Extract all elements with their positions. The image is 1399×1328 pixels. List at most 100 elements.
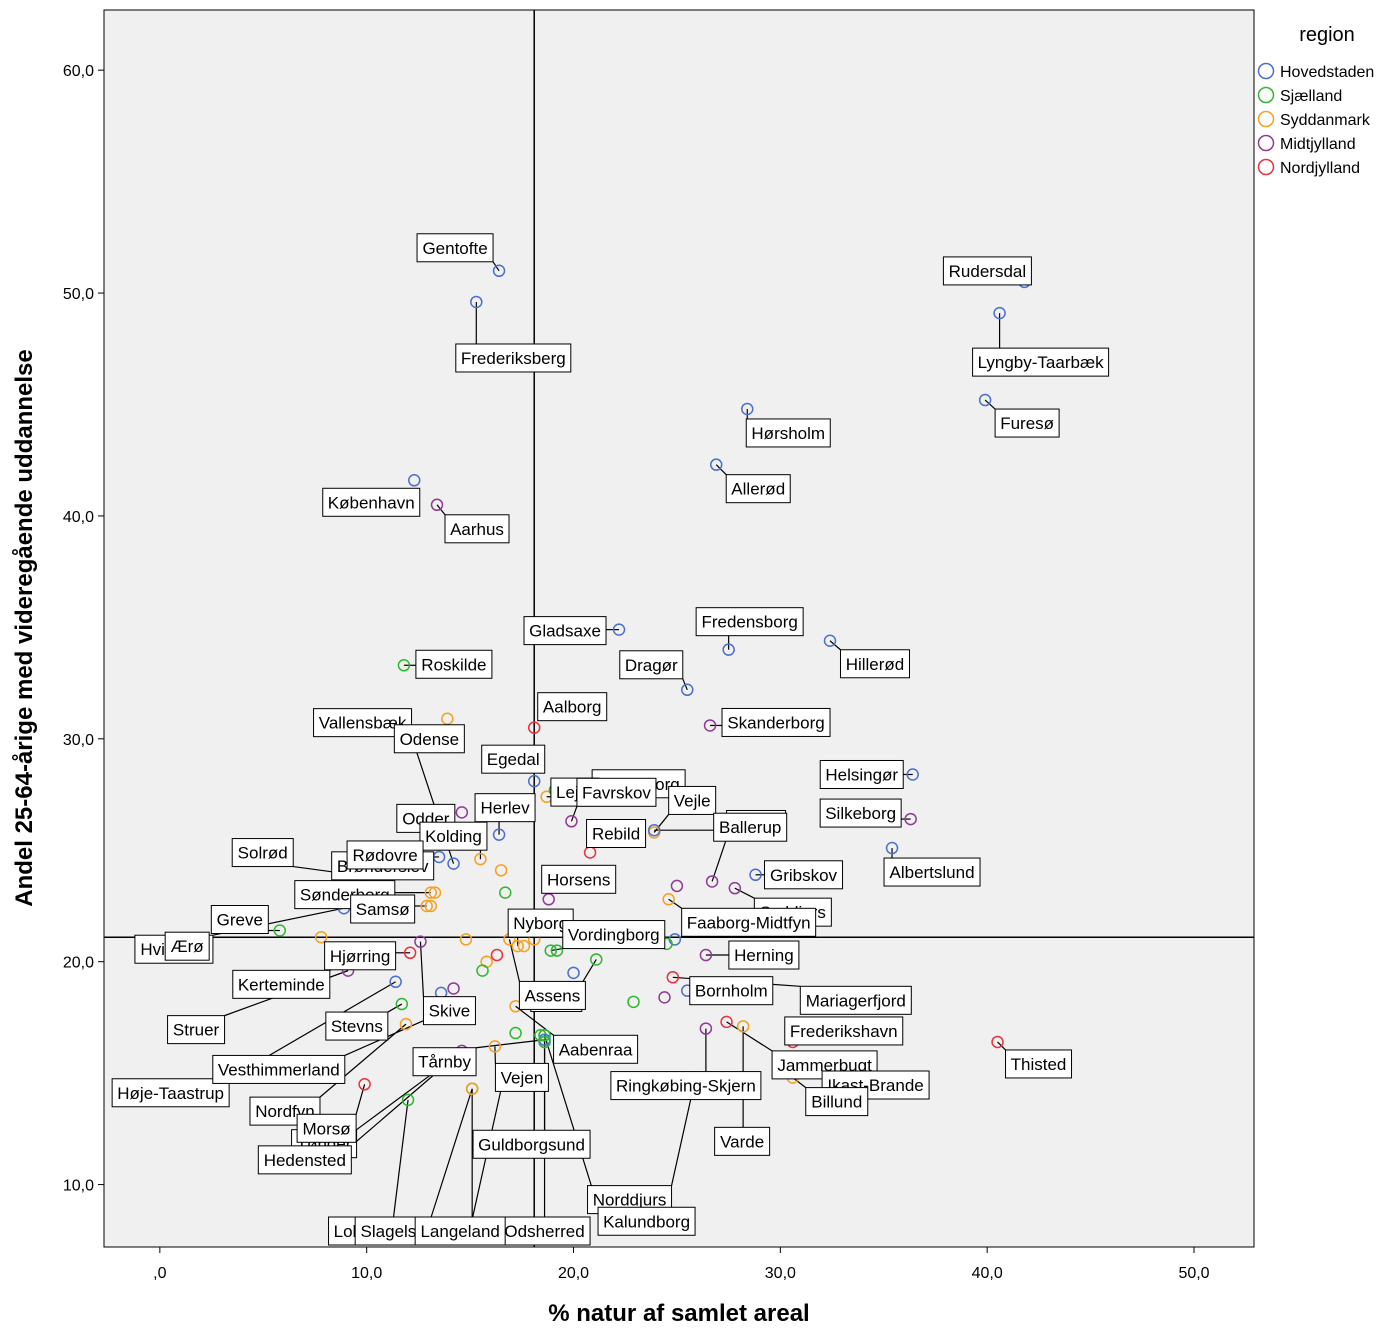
- point-label: Aarhus: [450, 520, 504, 539]
- point-label-box: [419, 821, 488, 851]
- point-label: Solrød: [238, 844, 288, 863]
- data-point: [499, 886, 512, 899]
- point-label: Allerød: [731, 480, 785, 499]
- point-label: Dragør: [625, 656, 678, 675]
- leader-line: [387, 1003, 403, 1013]
- y-axis: 10,0 20,0 30,0 40,0 50,0 60,0: [63, 63, 104, 1195]
- x-axis-title: % natur af samlet areal: [548, 1300, 809, 1327]
- data-point: [447, 982, 460, 995]
- data-point: [885, 841, 899, 855]
- leader-line: [494, 1046, 497, 1064]
- point-label: Hillerød: [846, 655, 905, 674]
- point-label-box: [444, 514, 510, 544]
- point-label-box: [610, 1071, 762, 1101]
- data-point: [403, 946, 417, 960]
- point-label-box: [562, 920, 666, 950]
- data-point: [424, 886, 438, 899]
- point-label-box: [586, 818, 647, 848]
- leader-line: [570, 806, 578, 822]
- point-label: Aabenraa: [559, 1040, 633, 1059]
- data-point: [447, 857, 460, 870]
- point-label-box: [257, 1145, 352, 1175]
- point-label-box: [725, 474, 791, 504]
- point-label-box: [784, 1016, 904, 1046]
- point-label: Mariagerfjord: [806, 991, 906, 1010]
- point-label-box: [346, 840, 424, 870]
- point-label: Hedensted: [264, 1151, 346, 1170]
- data-point: [389, 975, 402, 989]
- data-point: [565, 815, 578, 828]
- point-label-box: [414, 1216, 506, 1246]
- point-label: Herning: [734, 946, 794, 965]
- data-point: [904, 812, 917, 826]
- point-label: Helsingør: [825, 765, 898, 784]
- point-label: Stevns: [331, 1017, 383, 1036]
- data-point: [538, 1029, 551, 1042]
- y-axis-title: Andel 25-64-årige med videregående uddan…: [11, 349, 38, 907]
- point-label: Ballerup: [719, 818, 781, 837]
- point-label-box: [167, 1015, 226, 1045]
- legend-title: region: [1299, 24, 1355, 46]
- x-tick-label: 50,0: [1178, 1265, 1209, 1282]
- point-label-box: [416, 233, 494, 263]
- data-point: [991, 1035, 1004, 1049]
- data-point: [703, 719, 717, 732]
- x-tick-label: 10,0: [351, 1265, 382, 1282]
- data-point: [823, 634, 837, 648]
- point-label: Jammerbugt: [777, 1056, 872, 1075]
- point-label: Gentofte: [422, 239, 487, 258]
- y-tick-label: 50,0: [63, 286, 94, 303]
- y-tick-label: 10,0: [63, 1178, 94, 1195]
- leader-line: [430, 1088, 473, 1218]
- data-point: [534, 1029, 547, 1042]
- legend-label: Sjælland: [1280, 88, 1342, 105]
- data-point: [494, 864, 508, 877]
- data-point: [527, 721, 541, 734]
- leader-line: [711, 838, 728, 882]
- point-label: Rødovre: [352, 846, 417, 865]
- point-label-box: [883, 857, 981, 887]
- point-label-box: [232, 969, 331, 999]
- point-label: Vejen: [501, 1068, 544, 1087]
- legend-label: Midtjylland: [1280, 136, 1356, 153]
- point-label-box: [821, 1070, 930, 1100]
- data-point: [490, 948, 504, 962]
- point-label: Vesthimmerland: [218, 1060, 340, 1079]
- data-point: [408, 474, 421, 487]
- data-point: [470, 295, 483, 309]
- point-label: Ringkøbing-Skjern: [616, 1077, 756, 1096]
- point-label-box: [805, 1087, 869, 1117]
- point-label-box: [415, 649, 493, 679]
- data-point: [720, 1015, 733, 1029]
- data-point: [906, 768, 919, 781]
- point-label: Hørsholm: [751, 424, 825, 443]
- data-point: [538, 1035, 551, 1049]
- legend: region Hovedstaden Sjælland Syddanmark Midt…: [1257, 24, 1374, 177]
- point-label: Samsø: [356, 900, 410, 919]
- legend-marker: [1257, 110, 1275, 128]
- point-label-box: [819, 798, 902, 828]
- point-label: Lyngby-Taarbæk: [978, 353, 1104, 372]
- point-label: Odense: [400, 730, 460, 749]
- point-label-box: [494, 1062, 549, 1092]
- data-point: [527, 774, 541, 788]
- data-point: [397, 659, 411, 672]
- point-label-box: [518, 980, 586, 1010]
- data-point: [662, 893, 675, 906]
- point-label-box: [474, 793, 536, 823]
- point-label-box: [972, 347, 1110, 377]
- data-point: [401, 1093, 415, 1107]
- data-point: [709, 458, 723, 471]
- point-label-box: [212, 1054, 346, 1084]
- point-label: Kolding: [425, 827, 482, 846]
- point-label: Egedal: [487, 750, 540, 769]
- x-tick-label: 20,0: [558, 1265, 589, 1282]
- data-point: [517, 939, 531, 953]
- data-point: [658, 991, 671, 1004]
- y-tick-label: 60,0: [63, 63, 94, 80]
- point-label-box: [412, 1047, 477, 1077]
- point-label: Skanderborg: [727, 713, 824, 732]
- data-point: [488, 1040, 502, 1053]
- point-label: Bornholm: [695, 982, 768, 1001]
- data-point: [414, 935, 427, 948]
